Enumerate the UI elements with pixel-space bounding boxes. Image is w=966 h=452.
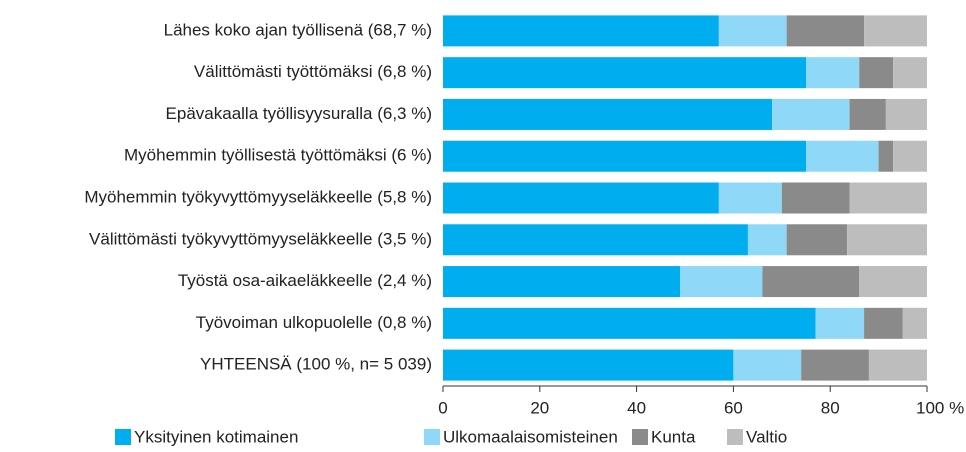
bar-segment [878,140,894,172]
bar-segment [747,224,787,256]
bar-segment [443,266,681,298]
category-label: Myöhemmin työkyvyttömyyseläkkeelle (5,8 … [84,187,432,206]
bar-segment [443,224,748,256]
bar-segment [786,224,848,256]
bar-segment [443,57,806,89]
bar-segment [859,57,894,89]
x-tick-label: 20 [530,398,549,417]
bar-segment [443,15,719,47]
legend-swatch [424,429,440,445]
x-tick-label: 100 % [916,398,964,417]
bar-segment [885,98,927,130]
category-label: Työstä osa-aikaeläkkeelle (2,4 %) [178,271,432,290]
bar-segment [893,57,927,89]
bar-segment [849,98,886,130]
bar-segment [786,15,865,47]
x-tick-label: 0 [438,398,447,417]
bar-segment [859,266,927,298]
bar-segment [718,15,787,47]
x-tick-label: 80 [821,398,840,417]
legend-swatch [632,429,648,445]
category-label: YHTEENSÄ (100 %, n= 5 039) [200,355,432,374]
bar-segment [762,266,860,298]
category-label: Epävakaalla työllisyysuralla (6,3 %) [166,104,432,123]
legend-label: Yksityinen kotimainen [134,427,298,446]
category-label: Välittömästi työttömäksi (6,8 %) [194,62,432,81]
bar-segment [847,224,927,256]
bar-segment [680,266,763,298]
bar-segment [815,307,865,339]
bar-segment [849,182,927,214]
category-label: Työvoiman ulkopuolelle (0,8 %) [196,313,432,332]
legend-label: Ulkomaalaisomisteinen [443,427,618,446]
bar-segment [806,57,860,89]
bar-segment [893,140,927,172]
bar-segment [781,182,850,214]
bar-segment [443,349,734,381]
legend-label: Kunta [651,427,696,446]
bar-segment [443,182,719,214]
legend-swatch [115,429,131,445]
bar-segment [868,349,927,381]
bar-segment [718,182,782,214]
bar-segment [806,140,879,172]
bar-segment [864,307,903,339]
bar-segment [443,307,816,339]
bar-segment [733,349,802,381]
category-label: Myöhemmin työllisestä työttömäksi (6 %) [124,146,432,165]
x-tick-label: 40 [627,398,646,417]
bar-segment [902,307,927,339]
bar-segment [772,98,850,130]
category-label: Välittömästi työkyvyttömyyseläkkeelle (3… [89,229,432,248]
legend-label: Valtio [746,427,787,446]
bar-segment [443,98,773,130]
legend-swatch [727,429,743,445]
category-label: Lähes koko ajan työllisenä (68,7 %) [164,20,432,39]
x-tick-label: 60 [724,398,743,417]
bar-segment [443,140,806,172]
bar-segment [864,15,927,47]
bar-segment [801,349,869,381]
